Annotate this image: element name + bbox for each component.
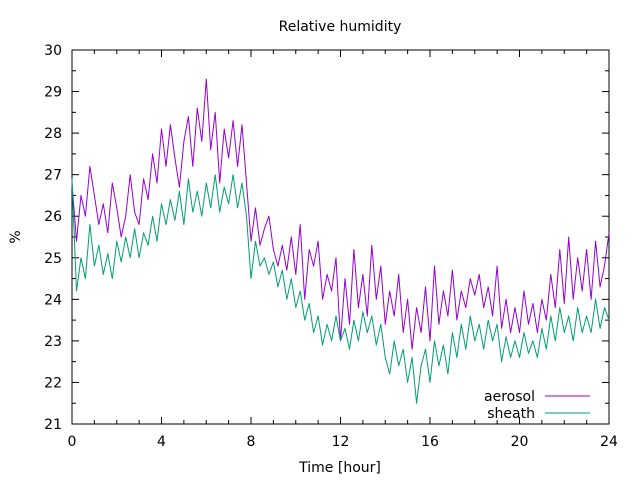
y-tick-label: 27 <box>44 168 62 184</box>
x-tick-label: 4 <box>157 434 166 450</box>
chart-title: Relative humidity <box>279 19 402 35</box>
y-tick-label: 24 <box>44 292 62 308</box>
x-tick-label: 24 <box>600 434 618 450</box>
y-tick-label: 22 <box>44 375 62 391</box>
axis-ticks <box>71 49 610 425</box>
y-tick-label: 26 <box>44 209 62 225</box>
legend-label-sheath: sheath <box>487 406 535 422</box>
x-tick-label: 8 <box>247 434 256 450</box>
y-tick-label: 28 <box>44 126 62 142</box>
series-line-aerosol <box>71 78 610 350</box>
y-axis-label: % <box>8 230 24 243</box>
x-tick-label: 12 <box>332 434 350 450</box>
y-tick-label: 29 <box>44 85 62 101</box>
plot-area-frame <box>71 49 610 425</box>
x-axis-label: Time [hour] <box>298 460 381 476</box>
x-tick-label: 16 <box>421 434 439 450</box>
y-tick-label: 25 <box>44 251 62 267</box>
x-tick-label: 20 <box>511 434 529 450</box>
series-lines <box>71 78 610 404</box>
legend-label-aerosol: aerosol <box>484 389 535 405</box>
y-tick-label: 30 <box>44 43 62 59</box>
x-tick-label: 0 <box>68 434 77 450</box>
axis-tick-labels: 0 4 8 12 16 20 24 21 22 23 24 25 26 27 28 29 30 <box>44 43 618 450</box>
y-tick-label: 21 <box>44 417 62 433</box>
y-tick-label: 23 <box>44 334 62 350</box>
series-line-sheath <box>71 174 610 404</box>
